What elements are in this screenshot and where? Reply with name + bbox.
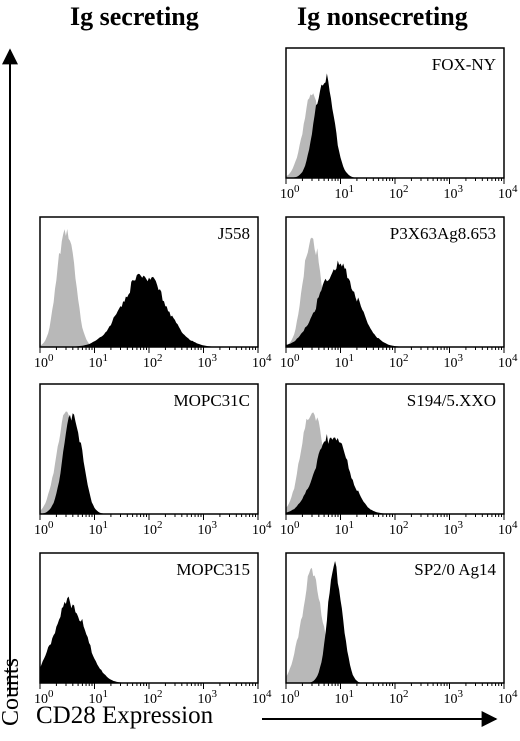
x-tick-label: 100 — [34, 352, 54, 371]
histogram-panel: 100 101 102 103 104 S194/5.XXO — [280, 383, 518, 538]
x-tick-label: 102 — [389, 688, 409, 707]
x-tick-label: 101 — [335, 519, 355, 538]
x-tick-label: 104 — [498, 183, 518, 202]
x-tick-label: 102 — [389, 183, 409, 202]
stained-histogram — [286, 73, 504, 178]
x-tick-label: 104 — [498, 688, 518, 707]
stained-histogram — [40, 413, 258, 514]
x-tick-label: 104 — [252, 352, 272, 371]
x-tick-label: 104 — [252, 519, 272, 538]
x-tick-label: 104 — [498, 352, 518, 371]
x-tick-label: 103 — [198, 519, 218, 538]
panel-title: P3X63Ag8.653 — [390, 224, 496, 243]
x-tick-label: 103 — [444, 519, 464, 538]
x-tick-label: 100 — [34, 519, 54, 538]
stained-histogram — [286, 560, 504, 683]
x-axis-label: CD28 Expression — [36, 702, 214, 729]
histogram-panel: 100 101 102 103 104 P3X63Ag8.653 — [280, 216, 518, 371]
panel-title: FOX-NY — [432, 55, 496, 74]
x-tick-label: 103 — [198, 688, 218, 707]
panel-title: S194/5.XXO — [407, 391, 496, 410]
panel-title: MOPC315 — [176, 560, 250, 579]
histogram-panel: 100 101 102 103 104 FOX-NY — [280, 47, 518, 202]
x-tick-label: 104 — [498, 519, 518, 538]
control-histogram — [40, 228, 258, 347]
x-tick-label: 102 — [389, 519, 409, 538]
panels-group: 100 101 102 103 104 FOX-NY 100 101 102 103 104 J558… — [34, 47, 518, 707]
histogram-panel: 100 101 102 103 104 SP2/0 Ag14 — [280, 552, 518, 707]
x-tick-label: 101 — [335, 183, 355, 202]
x-tick-label: 101 — [89, 519, 109, 538]
x-tick-label: 101 — [335, 352, 355, 371]
x-tick-label: 104 — [252, 688, 272, 707]
x-tick-label: 102 — [389, 352, 409, 371]
stained-histogram — [40, 596, 258, 683]
x-tick-label: 100 — [34, 688, 54, 707]
histogram-panel: 100 101 102 103 104 J558 — [34, 216, 272, 371]
x-tick-label: 103 — [198, 352, 218, 371]
x-tick-label: 101 — [335, 688, 355, 707]
control-histogram — [286, 567, 504, 683]
stained-histogram — [40, 273, 258, 347]
x-tick-label: 100 — [280, 183, 300, 202]
stained-histogram — [286, 260, 504, 347]
x-tick-label: 103 — [444, 183, 464, 202]
x-tick-label: 103 — [444, 688, 464, 707]
column-header-ig-nonsecreting: Ig nonsecreting — [297, 2, 468, 31]
x-tick-label: 100 — [280, 688, 300, 707]
panel-title: MOPC31C — [173, 391, 250, 410]
x-tick-label: 101 — [89, 352, 109, 371]
x-tick-label: 102 — [143, 352, 163, 371]
column-header-ig-secreting: Ig secreting — [70, 2, 199, 31]
x-tick-label: 102 — [143, 519, 163, 538]
stained-histogram — [286, 433, 504, 514]
histogram-panel: 100 101 102 103 104 MOPC315 — [34, 552, 272, 707]
x-tick-label: 100 — [280, 519, 300, 538]
x-tick-label: 101 — [89, 688, 109, 707]
histogram-panel: 100 101 102 103 104 MOPC31C — [34, 383, 272, 538]
x-tick-label: 100 — [280, 352, 300, 371]
x-tick-label: 102 — [143, 688, 163, 707]
panel-title: SP2/0 Ag14 — [414, 560, 496, 579]
x-tick-label: 103 — [444, 352, 464, 371]
panel-title: J558 — [218, 224, 250, 243]
